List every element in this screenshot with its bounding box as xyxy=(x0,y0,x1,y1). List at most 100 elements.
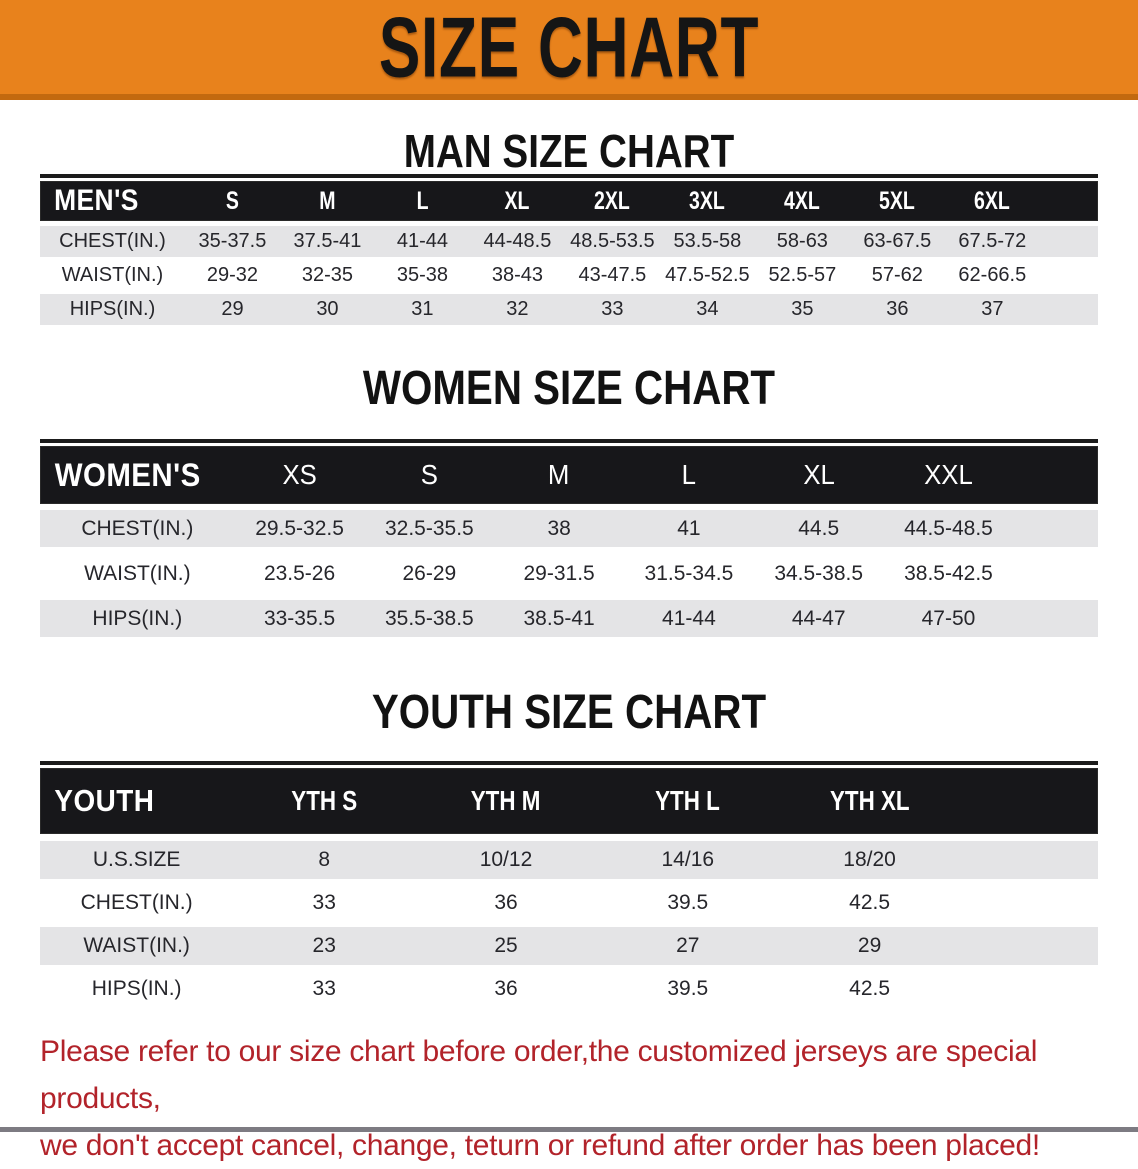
size-value-cell: 44.5-48.5 xyxy=(904,516,993,540)
size-column-header: YTH XL xyxy=(779,785,961,817)
measurement-row: WAIST(IN.) 29-32 32-35 35-38 38-43 43-47.5 47.… xyxy=(40,260,1098,291)
size-column-header: XL xyxy=(754,459,884,491)
measurement-row: WAIST(IN.) 23 25 27 29 xyxy=(40,927,1098,965)
size-column-header-text: YTH L xyxy=(655,785,721,816)
size-value-cell: 38 xyxy=(547,516,571,540)
size-column-header: M xyxy=(280,187,375,216)
measurement-row-label: CHEST(IN.) xyxy=(80,891,193,914)
size-value-cell: 32.5-35.5 xyxy=(384,516,474,540)
size-value-cell: 8 xyxy=(318,848,331,871)
size-value-cell: 30 xyxy=(316,298,339,320)
measurement-row: HIPS(IN.) 33-35.5 35.5-38.5 38.5-41 41-44 44-… xyxy=(40,600,1098,637)
measurement-row-label: WAIST(IN.) xyxy=(84,561,191,585)
size-value-cell: 38.5-42.5 xyxy=(904,561,993,585)
table-header-row: WOMEN'S XS S M L XL XXL xyxy=(40,446,1098,504)
size-column-header-text: XL xyxy=(802,459,835,490)
size-value-cell: 33 xyxy=(312,977,336,1000)
size-value-cell: 18/20 xyxy=(843,848,896,871)
size-column-header: XS xyxy=(235,459,365,491)
size-value-cell: 57-62 xyxy=(871,264,923,286)
size-value-cell: 32 xyxy=(506,298,529,320)
size-value-cell: 36 xyxy=(494,891,518,914)
measurement-row: HIPS(IN.) 33 36 39.5 42.5 xyxy=(40,970,1098,1008)
size-value-cell: 27 xyxy=(676,934,700,957)
size-value-cell: 53.5-58 xyxy=(673,230,742,252)
bottom-edge-strip xyxy=(0,1127,1138,1132)
men-size-table: MEN'S S M L XL 2XL 3XL 4XL 5XL 6XL CHEST(IN.) 35-37… xyxy=(40,174,1098,325)
size-value-cell: 36 xyxy=(494,977,518,1000)
size-column-header: S xyxy=(364,459,494,491)
size-value-cell: 35.5-38.5 xyxy=(384,606,474,630)
size-column-header-text: 3XL xyxy=(689,186,726,215)
table-header-row: YOUTH YTH S YTH M YTH L YTH XL xyxy=(40,768,1098,834)
size-column-header-text: S xyxy=(420,459,438,490)
size-value-cell: 44-48.5 xyxy=(483,230,552,252)
table-header-row: MEN'S S M L XL 2XL 3XL 4XL 5XL 6XL xyxy=(40,181,1098,221)
measurement-row-label: HIPS(IN.) xyxy=(91,977,182,1000)
size-value-cell: 34.5-38.5 xyxy=(774,561,864,585)
size-column-header: 6XL xyxy=(945,187,1040,216)
men-section-heading: MAN SIZE CHART xyxy=(403,125,735,177)
measurement-row-label: CHEST(IN.) xyxy=(59,230,166,252)
measurement-row-label: WAIST(IN.) xyxy=(61,264,164,286)
table-top-border xyxy=(40,174,1098,178)
table-header-label: YOUTH xyxy=(54,783,155,818)
size-value-cell: 31.5-34.5 xyxy=(644,561,734,585)
size-value-cell: 43-47.5 xyxy=(578,264,647,286)
size-value-cell: 32-35 xyxy=(301,264,354,286)
size-column-header-text: L xyxy=(681,459,697,490)
size-value-cell: 29-32 xyxy=(206,264,259,286)
size-value-cell: 62-66.5 xyxy=(958,264,1027,286)
measurement-row: CHEST(IN.) 29.5-32.5 32.5-35.5 38 41 44.5 44.5… xyxy=(40,510,1098,547)
size-column-header: 3XL xyxy=(660,187,755,216)
size-value-cell: 47.5-52.5 xyxy=(665,264,750,286)
measurement-row-label: CHEST(IN.) xyxy=(81,516,194,540)
size-column-header: YTH S xyxy=(233,785,415,817)
men-size-section: MAN SIZE CHART MEN'S S M L XL 2XL 3XL 4XL 5XL 6XL… xyxy=(0,128,1138,325)
size-column-header-text: 4XL xyxy=(784,186,821,215)
size-value-cell: 37.5-41 xyxy=(293,230,362,252)
youth-section-heading: YOUTH SIZE CHART xyxy=(371,686,767,739)
size-value-cell: 29 xyxy=(857,934,882,957)
size-column-header: 2XL xyxy=(565,187,660,216)
youth-size-section: YOUTH SIZE CHART YOUTH YTH S YTH M YTH L YTH… xyxy=(0,689,1138,1008)
size-value-cell: 29 xyxy=(221,298,244,320)
size-value-cell: 44.5 xyxy=(798,516,840,540)
size-value-cell: 38-43 xyxy=(491,264,543,286)
size-column-header-text: XL xyxy=(504,186,530,215)
size-value-cell: 33 xyxy=(312,891,336,914)
size-value-cell: 31 xyxy=(411,298,434,320)
women-size-table: WOMEN'S XS S M L XL XXL CHEST(IN.) 29.5-32.5 32.5… xyxy=(40,439,1098,637)
disclaimer-line-2: we don't accept cancel, change, teturn o… xyxy=(40,1129,1040,1162)
size-value-cell: 35-38 xyxy=(396,264,448,286)
size-column-header: 5XL xyxy=(850,187,945,216)
size-column-header-text: S xyxy=(225,186,239,215)
size-value-cell: 48.5-53.5 xyxy=(570,230,655,252)
size-value-cell: 33 xyxy=(601,298,624,320)
table-top-border xyxy=(40,439,1098,443)
measurement-row: CHEST(IN.) 33 36 39.5 42.5 xyxy=(40,884,1098,922)
size-value-cell: 47-50 xyxy=(921,606,976,630)
size-value-cell: 39.5 xyxy=(667,891,709,914)
size-column-header: S xyxy=(185,187,280,216)
size-column-header: L xyxy=(624,459,754,491)
size-column-header-text: 6XL xyxy=(974,186,1011,215)
size-column-header-text: XS xyxy=(282,459,317,490)
size-value-cell: 29-31.5 xyxy=(523,561,595,585)
table-header-label: WOMEN'S xyxy=(54,456,201,493)
size-value-cell: 26-29 xyxy=(402,561,457,585)
size-value-cell: 38.5-41 xyxy=(523,606,595,630)
banner: SIZE CHART xyxy=(0,0,1138,100)
size-column-header: L xyxy=(375,187,470,216)
measurement-row: WAIST(IN.) 23.5-26 26-29 29-31.5 31.5-34.5 34… xyxy=(40,555,1098,592)
size-column-header-text: 2XL xyxy=(594,186,631,215)
size-value-cell: 14/16 xyxy=(661,848,715,871)
size-value-cell: 23 xyxy=(312,934,336,957)
size-value-cell: 23.5-26 xyxy=(263,561,336,585)
disclaimer-line-1: Please refer to our size chart before or… xyxy=(40,1035,1038,1115)
size-value-cell: 44-47 xyxy=(791,606,846,630)
page-title: SIZE CHART xyxy=(378,0,760,95)
size-value-cell: 39.5 xyxy=(667,977,709,1000)
table-top-border xyxy=(40,761,1098,765)
